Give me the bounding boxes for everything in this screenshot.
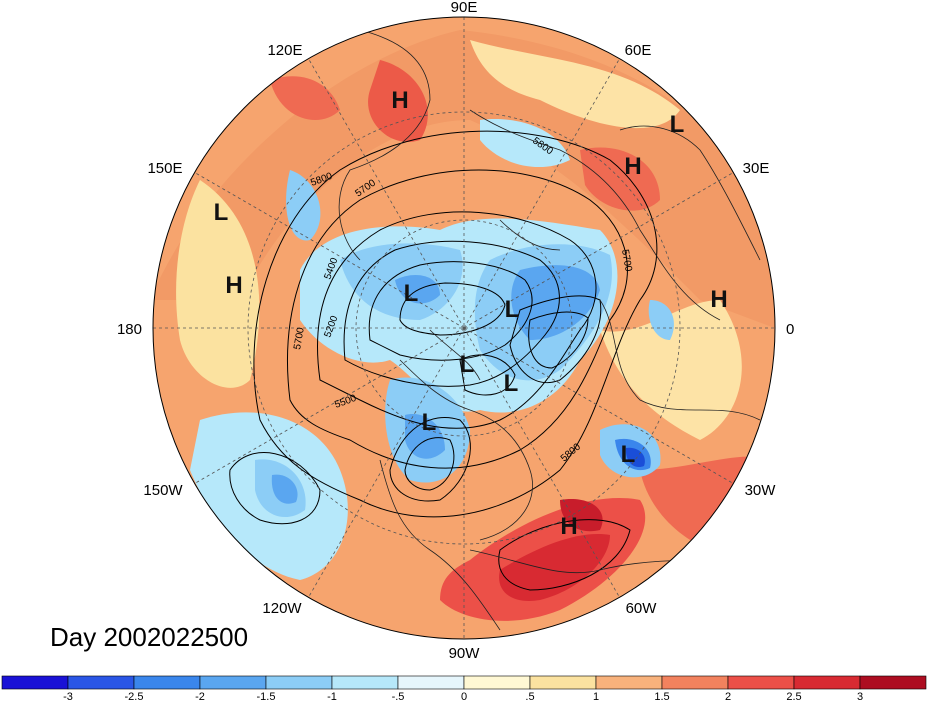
colorbar-tick-label: -1.5	[257, 691, 276, 702]
colorbar-tick-label: .5	[525, 691, 534, 702]
colorbar-swatch	[463, 675, 531, 690]
pressure-centers: H L H L H H L L L L L L H	[214, 87, 728, 540]
anomaly-field	[153, 17, 775, 639]
colorbar-swatch	[859, 675, 927, 690]
lon-label-60e: 60E	[625, 42, 652, 59]
colorbar-tick-label: -1	[327, 691, 337, 702]
lon-label-120e: 120E	[267, 42, 302, 59]
low-center-hudson: L	[422, 409, 437, 436]
lon-label-90e: 90E	[451, 0, 478, 16]
lon-label-150w: 150W	[143, 482, 183, 499]
high-center-scandinavia: H	[624, 153, 641, 180]
colorbar-tick-label: -2	[195, 691, 205, 702]
lon-label-180: 180	[117, 321, 142, 338]
colorbar-tick-label: 1.5	[654, 691, 669, 702]
colorbar-tick-label: 1	[593, 691, 599, 702]
lon-label-30w: 30W	[745, 482, 777, 499]
colorbar-tick-label: 2.5	[786, 691, 801, 702]
colorbar-tick-label: -.5	[392, 691, 405, 702]
low-center-greenland: L	[505, 296, 520, 323]
colorbar-swatch	[265, 675, 333, 690]
low-center-baffin: L	[504, 370, 519, 397]
low-center-west-pacific: L	[214, 199, 229, 226]
colorbar-tick-label: 0	[461, 691, 467, 702]
contour-label: 5700	[619, 249, 634, 273]
colorbar-swatch	[661, 675, 729, 690]
graticule	[153, 17, 775, 639]
colorbar: -3 -2.5 -2 -1.5 -1 -.5 0 .5 1 1.5 2 2.5 3	[1, 675, 927, 702]
colorbar-swatch	[529, 675, 597, 690]
colorbar-swatch	[397, 675, 465, 690]
colorbar-swatch	[133, 675, 201, 690]
colorbar-tick-label: 3	[857, 691, 863, 702]
lon-label-90w: 90W	[449, 645, 481, 662]
low-center-arctic-siberia: L	[404, 280, 419, 307]
longitude-labels: 90E 60E 30E 0 30W 60W 90W 120W 150W 180 …	[117, 0, 794, 662]
lon-label-120w: 120W	[262, 600, 302, 617]
colorbar-swatch	[727, 675, 795, 690]
colorbar-tick-label: 2	[725, 691, 731, 702]
colorbar-swatch	[793, 675, 861, 690]
colorbar-tick-label: -3	[63, 691, 73, 702]
high-center-siberia: H	[391, 87, 408, 114]
colorbar-swatch	[595, 675, 663, 690]
colorbar-swatch	[199, 675, 267, 690]
lon-label-60w: 60W	[626, 600, 658, 617]
lon-label-30e: 30E	[743, 160, 770, 177]
contour-label: 5700	[292, 326, 307, 350]
colorbar-swatch	[331, 675, 399, 690]
lon-label-0: 0	[786, 321, 794, 338]
coastlines	[338, 29, 761, 631]
low-center-barents: L	[670, 111, 685, 138]
low-center-canadian-arctic: L	[460, 351, 475, 378]
colorbar-swatch	[67, 675, 135, 690]
high-center-north-africa: H	[710, 286, 727, 313]
low-center-north-atlantic: L	[621, 441, 636, 468]
colorbar-swatch	[1, 675, 69, 690]
high-center-north-pacific: H	[225, 272, 242, 299]
high-center-caribbean: H	[560, 513, 577, 540]
height-contours	[229, 130, 658, 591]
colorbar-tick-label: -2.5	[125, 691, 144, 702]
lon-label-150e: 150E	[147, 160, 182, 177]
day-title: Day 2002022500	[50, 622, 248, 652]
map-border	[152, 16, 776, 640]
